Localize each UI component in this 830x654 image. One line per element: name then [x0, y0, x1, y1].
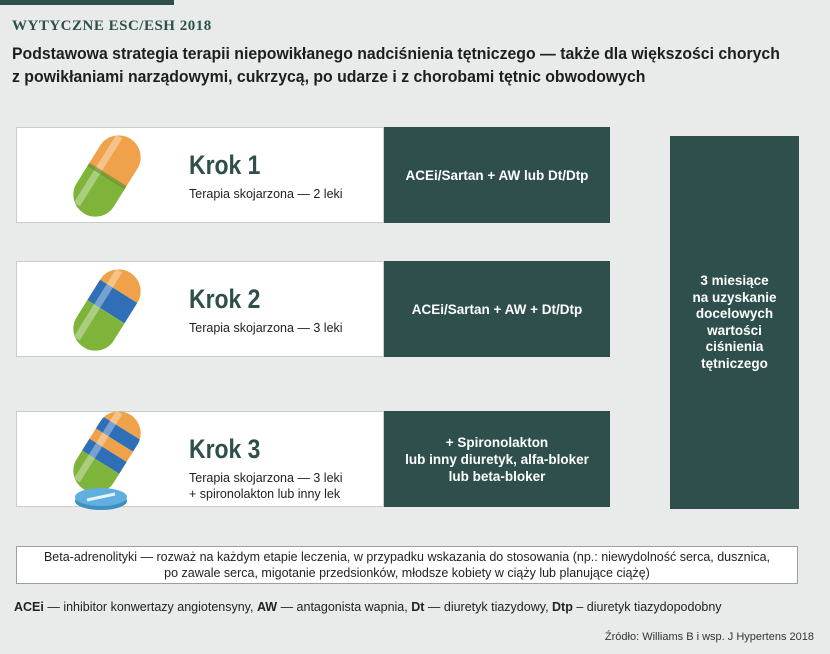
note-line-2: po zawale serca, migotanie przedsionków,… — [164, 566, 650, 580]
target-line: 3 miesiące — [700, 273, 769, 288]
step-description: Terapia skojarzona — 3 leki — [189, 320, 343, 336]
capsule-icon — [65, 130, 149, 224]
page-title: Podstawowa strategia terapii niepowikłan… — [12, 42, 780, 88]
step-1-therapy: ACEi/Sartan + AW lub Dt/Dtp — [384, 127, 610, 223]
step-2-therapy: ACEi/Sartan + AW + Dt/Dtp — [384, 261, 610, 357]
step-description: Terapia skojarzona — 2 leki — [189, 186, 343, 202]
note-line-1: Beta-adrenolityki — rozważ na każdym eta… — [43, 550, 771, 564]
therapy-line: ACEi/Sartan + AW + Dt/Dtp — [411, 301, 583, 317]
legend-dt-abbr: Dt — [411, 600, 425, 614]
therapy-line: + Spironolakton — [445, 434, 549, 450]
abbreviation-legend: ACEi — inhibitor konwertazy angiotensyny… — [14, 600, 722, 614]
legend-dtp-text: – diuretyk tiazydopodobny — [572, 600, 722, 614]
title-line-2: z powikłaniami narządowymi, cukrzycą, po… — [12, 67, 646, 86]
step-2-card: Krok 2 Terapia skojarzona — 3 leki — [16, 261, 384, 358]
target-line: tętniczego — [701, 355, 768, 371]
legend-aw-abbr: AW — [256, 600, 278, 614]
step-description-line: Terapia skojarzona — 2 leki — [189, 187, 343, 201]
step-heading: Krok 2 — [189, 284, 261, 314]
step-description-line: + spironolakton lub inny lek — [189, 487, 341, 501]
step-heading: Krok 1 — [189, 150, 261, 180]
target-timeframe-panel: 3 miesiące na uzyskanie docelowych warto… — [670, 136, 799, 509]
header-accent-bar — [0, 0, 174, 5]
therapy-line: lub inny diuretyk, alfa-bloker — [405, 451, 589, 467]
title-line-1: Podstawowa strategia terapii niepowikłan… — [12, 44, 780, 63]
step-description-line: Terapia skojarzona — 3 leki — [189, 471, 343, 485]
legend-acei-text: — inhibitor konwertazy angiotensyny, — [43, 600, 257, 614]
step-1-card: Krok 1 Terapia skojarzona — 2 leki — [16, 127, 384, 224]
source-citation: Źródło: Williams B i wsp. J Hypertens 20… — [604, 631, 814, 643]
legend-aw-text: — antagonista wapnia, — [277, 600, 412, 614]
step-3-therapy: + Spironolakton lub inny diuretyk, alfa-… — [384, 411, 610, 507]
target-line: wartości — [707, 322, 762, 338]
legend-dt-text: — diuretyk tiazydowy, — [424, 600, 553, 614]
therapy-line: lub beta-bloker — [448, 468, 546, 484]
step-3-card: Krok 3 Terapia skojarzona — 3 leki + spi… — [16, 406, 384, 510]
capsule-and-tablet-icon — [65, 406, 149, 510]
beta-blocker-note: Beta-adrenolityki — rozważ na każdym eta… — [16, 546, 798, 584]
step-description-line: Terapia skojarzona — 3 leki — [189, 321, 343, 335]
step-description: Terapia skojarzona — 3 leki + spironolak… — [189, 470, 343, 502]
step-heading: Krok 3 — [189, 434, 261, 464]
capsule-icon — [65, 264, 149, 358]
target-line: ciśnienia — [705, 339, 764, 354]
legend-dtp-abbr: Dtp — [552, 600, 573, 614]
target-line: na uzyskanie — [692, 289, 777, 305]
tablet-icon — [75, 488, 127, 510]
target-line: docelowych — [695, 306, 774, 321]
legend-acei-abbr: ACEi — [14, 600, 44, 614]
section-tag: WYTYCZNE ESC/ESH 2018 — [12, 18, 212, 34]
therapy-line: ACEi/Sartan + AW lub Dt/Dtp — [405, 167, 589, 183]
